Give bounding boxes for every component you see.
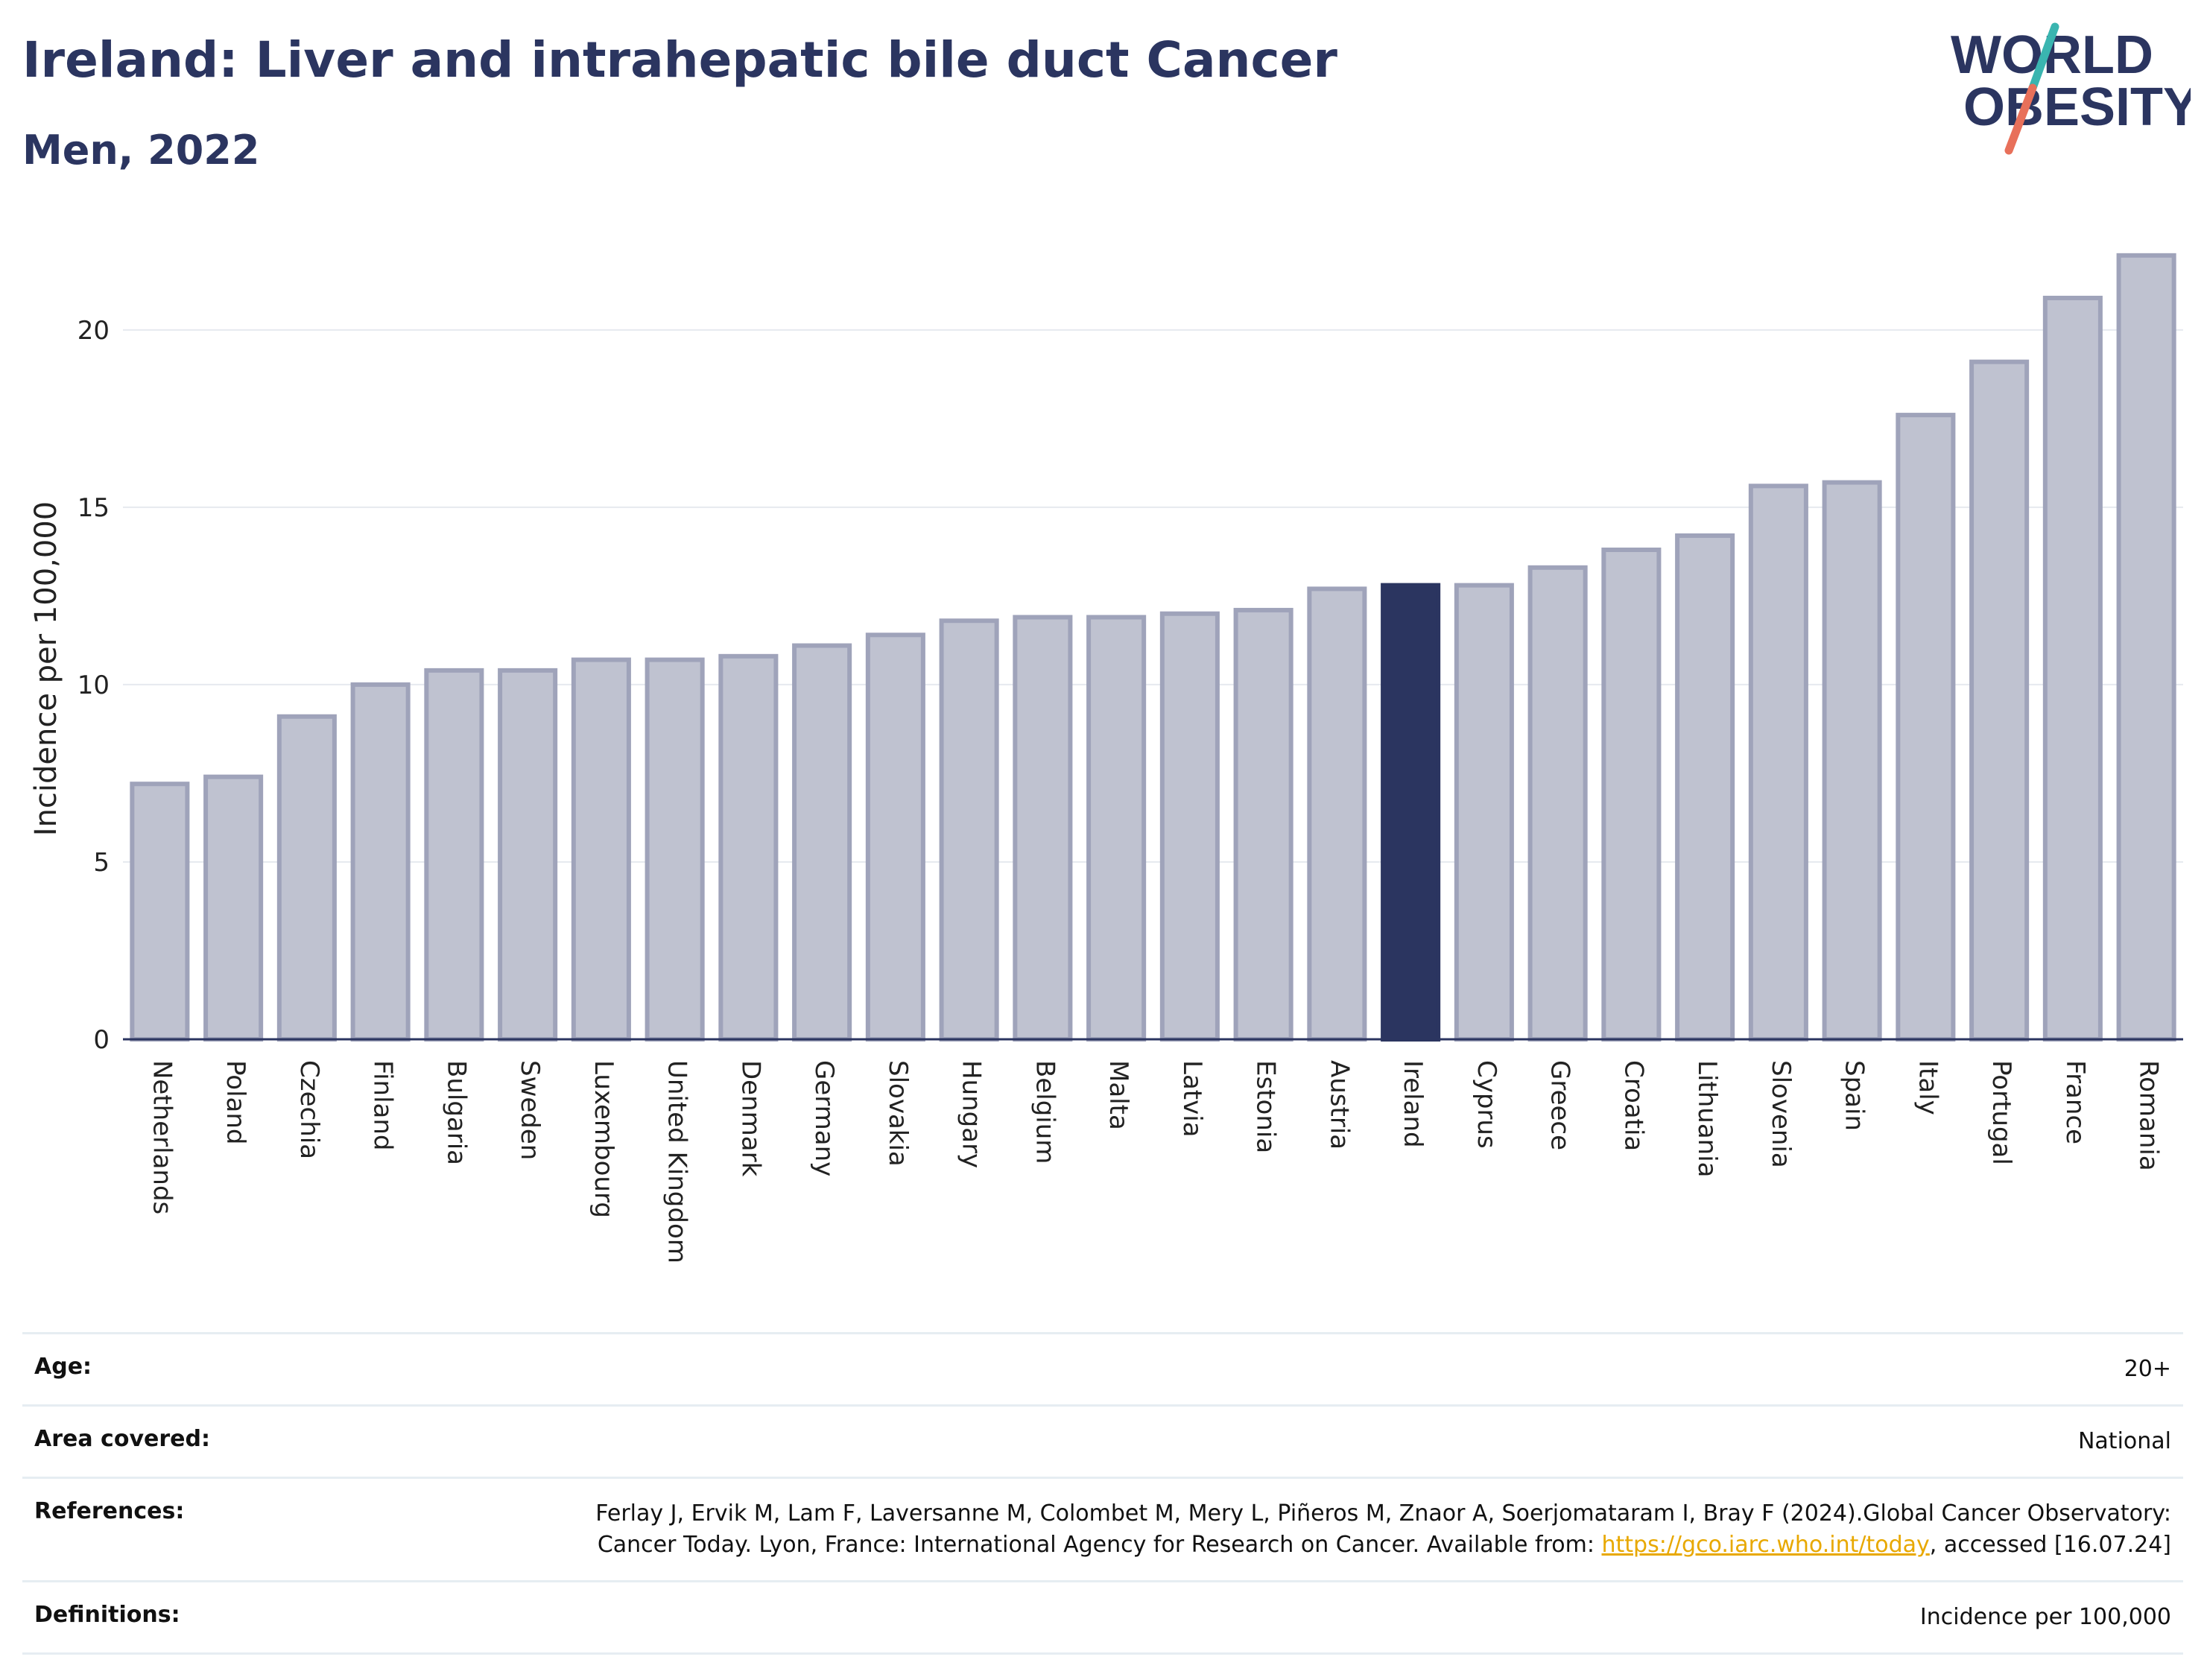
y-tick-label: 20 xyxy=(77,316,110,346)
bar-ireland[interactable] xyxy=(1381,583,1441,1042)
bar-czechia[interactable] xyxy=(276,714,337,1042)
x-tick-label: Croatia xyxy=(1618,1060,1648,1151)
x-tick-label: Slovenia xyxy=(1766,1060,1796,1168)
bar-slovakia[interactable] xyxy=(865,633,925,1042)
bar-croatia[interactable] xyxy=(1601,548,1662,1042)
x-tick-label: Finland xyxy=(368,1060,398,1151)
bar-sweden[interactable] xyxy=(498,668,558,1042)
references-value: Ferlay J, Ervik M, Lam F, Laversanne M, … xyxy=(568,1478,2183,1582)
references-text: Ferlay J, Ervik M, Lam F, Laversanne M, … xyxy=(595,1500,2171,1558)
x-tick-label: Germany xyxy=(809,1060,839,1176)
y-tick-label: 10 xyxy=(77,671,110,700)
x-tick-label: Hungary xyxy=(957,1060,987,1168)
logo-slash-coral xyxy=(2004,83,2037,155)
bar-estonia[interactable] xyxy=(1233,607,1293,1042)
x-tick-label: France xyxy=(2060,1060,2090,1144)
x-tick-label: Slovakia xyxy=(883,1060,913,1167)
x-tick-label: Lithuania xyxy=(1692,1060,1722,1177)
logo-slash-teal xyxy=(2028,22,2059,92)
bar-malta[interactable] xyxy=(1086,615,1147,1042)
x-tick-label: Netherlands xyxy=(147,1060,177,1214)
world-obesity-logo: WORLD OBESITY xyxy=(1951,22,2191,155)
bar-greece[interactable] xyxy=(1527,565,1588,1042)
bar-portugal[interactable] xyxy=(1969,359,2030,1042)
bar-france[interactable] xyxy=(2042,295,2103,1042)
bar-italy[interactable] xyxy=(1896,413,1956,1042)
y-tick-label: 0 xyxy=(93,1025,110,1055)
info-row-area: Area covered: National xyxy=(22,1405,2183,1478)
y-tick-label: 5 xyxy=(93,848,110,878)
y-tick-labels: 0 5 10 15 20 xyxy=(77,316,110,1055)
x-tick-label: Sweden xyxy=(515,1060,545,1160)
references-label: References: xyxy=(34,1498,185,1524)
x-tick-label: Austria xyxy=(1324,1060,1354,1150)
page-subtitle: Men, 2022 xyxy=(22,127,260,174)
definitions-value: Incidence per 100,000 xyxy=(1919,1604,2171,1630)
page-title: Ireland: Liver and intrahepatic bile duc… xyxy=(22,31,1337,89)
x-tick-label: Latvia xyxy=(1177,1060,1207,1138)
bar-denmark[interactable] xyxy=(718,653,779,1042)
x-tick-label: Luxembourg xyxy=(589,1060,618,1218)
info-row-references: References: Ferlay J, Ervik M, Lam F, La… xyxy=(22,1477,2183,1582)
info-row-definitions: Definitions: Incidence per 100,000 xyxy=(22,1581,2183,1654)
bar-cyprus[interactable] xyxy=(1454,583,1514,1042)
y-tick-label: 15 xyxy=(77,493,110,523)
age-value: 20+ xyxy=(2124,1356,2171,1382)
x-tick-label: Czechia xyxy=(294,1060,324,1159)
x-tick-label: Ireland xyxy=(1398,1060,1428,1148)
references-accessed: , accessed [16.07.24] xyxy=(1929,1532,2171,1558)
x-tick-label: Romania xyxy=(2134,1060,2164,1171)
definitions-label: Definitions: xyxy=(34,1602,180,1628)
bar-poland[interactable] xyxy=(203,774,264,1042)
x-tick-label: Italy xyxy=(1913,1060,1942,1115)
info-table: Age: 20+ Area covered: National Referenc… xyxy=(22,1332,2183,1655)
x-tick-label: Portugal xyxy=(1986,1060,2016,1165)
bar-latvia[interactable] xyxy=(1159,611,1220,1042)
x-tick-label: Poland xyxy=(221,1060,250,1145)
area-label: Area covered: xyxy=(34,1426,210,1452)
x-tick-label: Bulgaria xyxy=(441,1060,471,1165)
x-tick-label: Greece xyxy=(1545,1060,1575,1150)
x-tick-labels: Netherlands Poland Czechia Finland Bulgaria S… xyxy=(147,1060,2163,1264)
bars xyxy=(130,253,2176,1042)
x-tick-label: Spain xyxy=(1840,1060,1869,1131)
bar-germany[interactable] xyxy=(792,643,852,1042)
y-axis-label: Incidence per 100,000 xyxy=(29,501,63,837)
bar-spain[interactable] xyxy=(1822,480,1882,1042)
bar-netherlands[interactable] xyxy=(130,782,190,1042)
age-label: Age: xyxy=(34,1354,92,1380)
bar-bulgaria[interactable] xyxy=(424,668,484,1042)
area-value: National xyxy=(2077,1428,2171,1454)
bar-luxembourg[interactable] xyxy=(571,657,631,1042)
x-tick-label: United Kingdom xyxy=(662,1060,692,1264)
bar-hungary[interactable] xyxy=(939,618,999,1042)
logo-text-obesity: OBESITY xyxy=(1963,77,2191,137)
x-tick-label: Denmark xyxy=(735,1060,765,1177)
bar-lithuania[interactable] xyxy=(1675,533,1735,1042)
bar-romania[interactable] xyxy=(2116,253,2176,1042)
bar-belgium[interactable] xyxy=(1013,615,1073,1042)
x-tick-label: Malta xyxy=(1103,1060,1133,1130)
bar-united-kingdom[interactable] xyxy=(645,657,705,1042)
x-tick-label: Estonia xyxy=(1251,1060,1281,1153)
x-tick-label: Belgium xyxy=(1030,1060,1060,1164)
bar-finland[interactable] xyxy=(350,682,411,1042)
bar-chart: 0 5 10 15 20 Netherlands Poland Czechia Finland… xyxy=(29,253,2183,1264)
bar-slovenia[interactable] xyxy=(1748,484,1808,1042)
x-tick-label: Cyprus xyxy=(1472,1060,1501,1149)
references-link[interactable]: https://gco.iarc.who.int/today xyxy=(1601,1532,1930,1558)
bar-austria[interactable] xyxy=(1307,586,1367,1042)
info-row-age: Age: 20+ xyxy=(22,1333,2183,1406)
